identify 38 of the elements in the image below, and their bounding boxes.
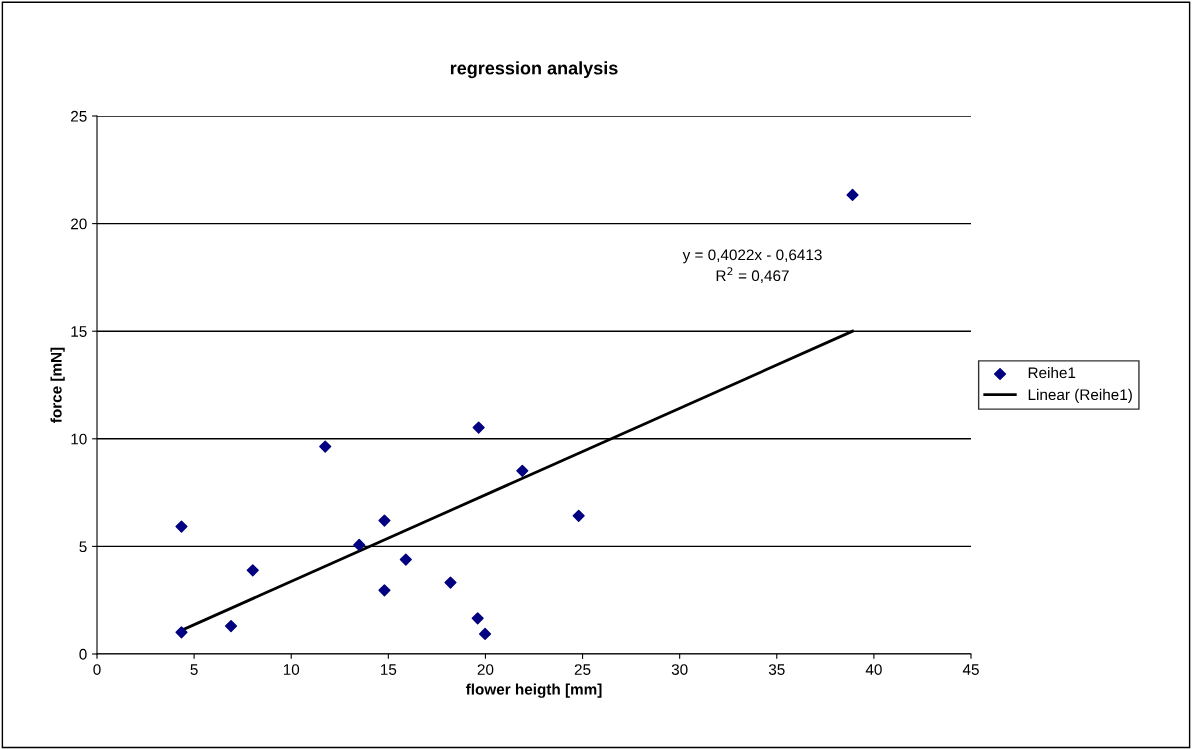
point bbox=[246, 564, 259, 577]
point bbox=[224, 619, 238, 633]
y-axis-title: force [mN] bbox=[50, 347, 65, 423]
x-tick-label: 25 bbox=[574, 664, 591, 675]
point bbox=[175, 626, 188, 639]
x-tick-label: 20 bbox=[477, 664, 494, 675]
y-tick-label: 20 bbox=[71, 218, 87, 230]
point bbox=[444, 576, 457, 589]
point bbox=[319, 440, 332, 453]
x-axis-title: flower heigth [mm] bbox=[465, 683, 602, 698]
chart-title: regression analysis bbox=[450, 61, 618, 79]
point bbox=[572, 509, 585, 522]
point bbox=[516, 464, 529, 477]
x-tick-label: 45 bbox=[962, 664, 979, 675]
y-tick-label: 5 bbox=[79, 541, 87, 553]
y-tick-label: 0 bbox=[79, 648, 87, 660]
point bbox=[353, 538, 366, 551]
y-tick-label: 10 bbox=[71, 433, 87, 445]
x-tick-label: 15 bbox=[381, 664, 397, 675]
point bbox=[399, 553, 412, 566]
x-tick-label: 5 bbox=[190, 664, 198, 675]
x-tick-label: 0 bbox=[93, 664, 101, 675]
point bbox=[175, 520, 188, 533]
point bbox=[378, 514, 391, 527]
point bbox=[478, 627, 492, 641]
legend-label: Linear (Reihe1) bbox=[1028, 388, 1132, 404]
x-tick-label: 40 bbox=[865, 664, 882, 675]
legend-label: Reihe1 bbox=[1028, 366, 1076, 379]
x-tick-label: 10 bbox=[283, 664, 300, 675]
x-tick-label: 35 bbox=[768, 664, 785, 675]
y-tick-label: 15 bbox=[71, 326, 87, 337]
point bbox=[846, 188, 859, 202]
annotation: y = 0,4022x - 0,6413 R$^{2}$ = 0,467 bbox=[682, 249, 822, 283]
y-tick-label: 25 bbox=[71, 110, 87, 122]
x-tick-label: 30 bbox=[671, 664, 688, 675]
point bbox=[472, 421, 485, 434]
point bbox=[378, 584, 391, 597]
point bbox=[471, 612, 484, 625]
